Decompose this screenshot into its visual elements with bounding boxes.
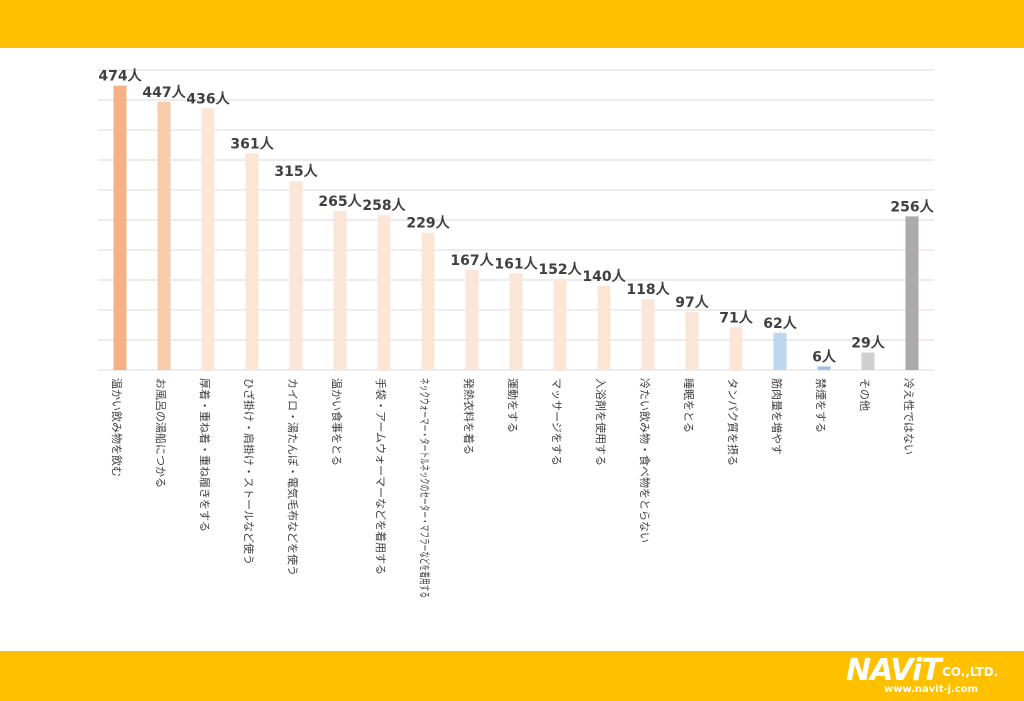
navit-logo: NAViT CO.,LTD. www.navit-j.com [846,656,1016,696]
data-label: 152人 [538,261,582,278]
category-label: 手袋・アームウォーマーなどを着用する [374,378,388,575]
category-label: 睡眠をとる [682,378,695,433]
category-label: ネックウォーマー・タートルネックのセーター・マフラーなどを着用する [418,378,432,598]
bar [157,101,171,371]
data-label: 229人 [406,215,450,232]
bar [377,215,391,370]
bar [113,85,127,370]
data-label: 62人 [763,315,797,332]
category-label: その他 [858,378,871,411]
category-label: 冷たい飲み物・食べ物をとらない [638,378,652,543]
category-label: 入浴剤を使用する [594,378,608,466]
bar [553,278,567,370]
bar [289,181,303,370]
data-label: 258人 [362,197,406,214]
bars [113,85,919,371]
bar [729,327,743,370]
category-label: 冷え性ではない [902,378,916,455]
bar [641,299,655,370]
bar [333,211,347,370]
category-label: 禁煙をする [814,378,827,433]
bar [465,269,479,370]
data-label: 167人 [450,252,494,269]
bar [773,332,787,370]
data-label: 71人 [719,309,753,326]
data-label: 140人 [582,268,626,285]
category-label: マッサージをする [550,378,563,466]
category-label: 筋肉量を増やす [770,378,784,455]
data-label: 361人 [230,135,274,152]
bar [421,232,435,370]
category-label: タンパク質を摂る [726,378,740,466]
data-label: 436人 [186,90,230,107]
bar [201,108,215,371]
data-label: 447人 [142,84,186,101]
logo-main-text: NAViT [846,653,942,688]
category-label: お風呂の湯船につかる [154,378,168,488]
data-label: 97人 [675,294,709,311]
data-label: 474人 [98,68,142,85]
category-label: 温かい食事をとる [330,378,344,466]
bar [245,153,259,370]
bottom-banner [0,651,1024,701]
bar [509,273,523,370]
category-label: カイロ・湯たんぽ・電気毛布などを使う [286,378,300,576]
category-label: ひざ掛け・肩掛け・ストールなど使う [242,378,256,565]
data-label: 315人 [274,163,318,180]
data-label: 6人 [812,348,837,365]
data-label: 256人 [890,198,934,215]
category-label: 温かい飲み物を飲む [110,378,124,477]
logo-suffix-text: CO.,LTD. [942,665,999,679]
logo-url-text: www.navit-j.com [884,684,979,695]
data-label: 118人 [626,281,670,298]
data-label: 161人 [494,255,538,272]
bar [905,216,919,370]
category-label: 厚着・重ね着・重ね履きをする [198,378,212,532]
data-label: 265人 [318,193,362,210]
category-labels: 温かい飲み物を飲む お風呂の湯船につかる 厚着・重ね着・重ね履きをする ひざ掛け・肩掛… [110,378,916,598]
bar [861,352,875,370]
bar [597,286,611,370]
bar [817,366,831,370]
data-label: 29人 [851,335,885,352]
category-label: 発熱衣料を着る [462,378,476,455]
category-label: 運動をする [506,378,520,433]
top-banner [0,0,1024,48]
bar [685,311,699,370]
